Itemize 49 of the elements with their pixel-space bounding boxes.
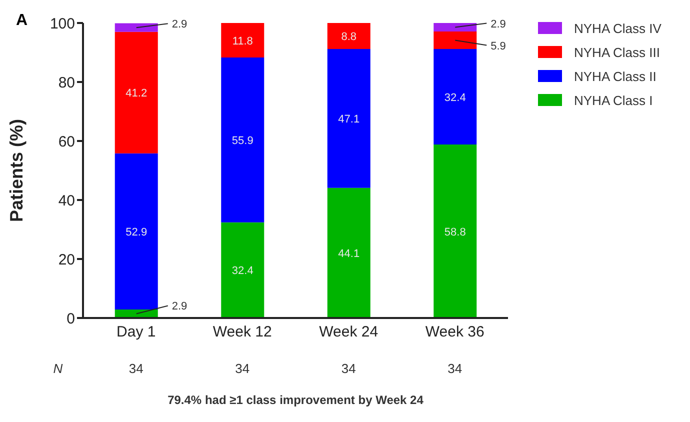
- bar: [327, 188, 370, 318]
- data-label: 2.9: [490, 18, 506, 30]
- text: 34: [128, 361, 144, 376]
- legend-label: NYHA Class IV: [574, 20, 662, 36]
- data-label: 32.4: [232, 265, 254, 278]
- text: N: [52, 361, 64, 376]
- x-tick-label: Week 36: [425, 324, 484, 341]
- bar: [221, 23, 264, 58]
- bar: [114, 153, 158, 310]
- data-label: 44.1: [338, 248, 360, 260]
- x-tick-label: Week 12: [212, 324, 272, 341]
- y-tick-label: 20: [58, 251, 75, 268]
- bar: [114, 32, 158, 154]
- data-label: 52.9: [126, 226, 148, 238]
- legend-label: NYHA Class II: [574, 68, 656, 84]
- data-label: 47.1: [338, 113, 360, 126]
- bar: [434, 48, 477, 145]
- y-tick-label: 80: [58, 74, 75, 92]
- y-tick-label: 100: [50, 15, 75, 32]
- bar: [221, 58, 264, 222]
- y-tick-label: 0: [66, 310, 75, 328]
- bar: [221, 222, 264, 318]
- data-label: 58.8: [444, 226, 466, 238]
- legend-label: NYHA Class I: [574, 92, 653, 108]
- y-tick-label: 60: [58, 133, 75, 150]
- x-tick-label: Day 1: [116, 324, 156, 341]
- text: 34: [446, 361, 464, 376]
- text: A: [16, 12, 28, 30]
- text: 34: [340, 361, 357, 376]
- data-label: 8.8: [341, 30, 357, 43]
- data-label: 41.2: [126, 88, 148, 100]
- y-axis-title: Patients (%): [6, 118, 26, 222]
- bar: [327, 48, 370, 188]
- text: 34: [234, 361, 251, 376]
- bar: [327, 23, 370, 49]
- data-label: 2.9: [172, 300, 188, 313]
- bar: [434, 23, 477, 32]
- y-tick-label: 40: [58, 192, 75, 210]
- text: 79.4% had ≥1 class improvement by Week 24: [166, 393, 424, 407]
- x-tick-label: Week 24: [319, 324, 378, 341]
- data-label: 5.9: [490, 40, 506, 52]
- data-label: 2.9: [172, 18, 188, 31]
- data-label: 32.4: [444, 92, 466, 104]
- bar: [114, 23, 158, 32]
- bar: [434, 144, 477, 318]
- data-label: 55.9: [232, 134, 254, 147]
- legend-label: NYHA Class III: [574, 44, 660, 60]
- data-label: 11.8: [232, 35, 253, 48]
- bar: [434, 32, 477, 49]
